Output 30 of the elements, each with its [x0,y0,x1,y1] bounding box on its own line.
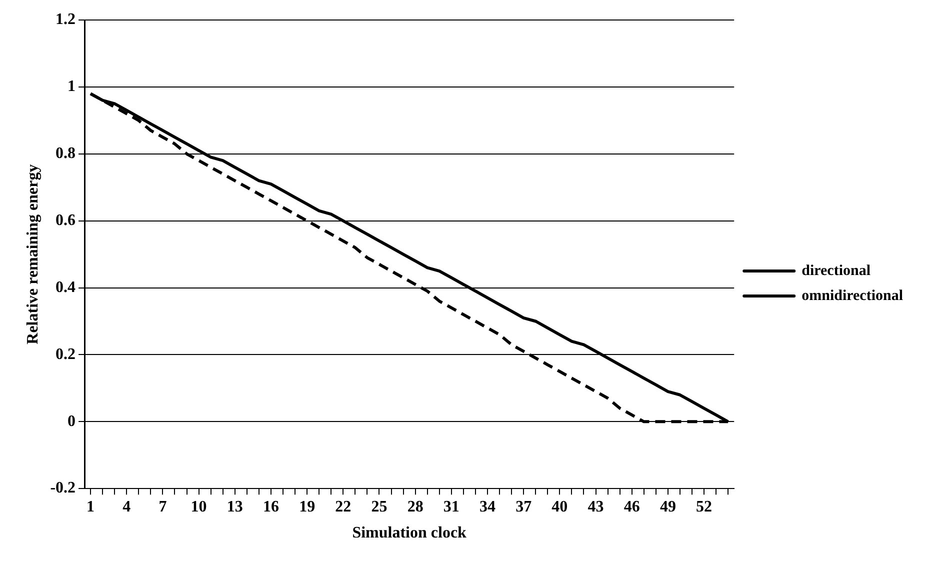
x-tick-label: 25 [371,498,388,516]
x-tick-label: 43 [588,498,604,516]
x-tick-label: 31 [443,498,460,516]
x-tick-label: 13 [226,498,243,516]
x-tick-label: 1 [86,498,95,516]
x-axis-title: Simulation clock [352,524,467,542]
y-tick-label: 0 [68,412,76,430]
legend-label: directional [802,262,870,279]
x-tick-label: 10 [190,498,207,516]
x-tick-label: 7 [158,498,167,516]
x-tick-label: 52 [696,498,712,516]
x-tick-label: 16 [262,498,279,516]
x-tick-label: 49 [660,498,676,516]
x-tick-label: 19 [299,498,316,516]
x-tick-label: 40 [552,498,568,516]
x-tick-label: 34 [480,498,496,516]
y-tick-label: 1 [68,78,76,96]
x-tick-label: 22 [335,498,352,516]
y-axis-title: Relative remaining energy [24,164,42,344]
y-tick-label: 1.2 [56,11,76,28]
y-tick-label: 0.2 [56,346,76,363]
x-tick-label: 37 [516,498,532,516]
x-tick-label: 28 [407,498,424,516]
x-tick-label: 4 [122,498,131,516]
y-tick-label: 0.6 [56,212,76,229]
legend-label: omnidirectional [802,288,903,304]
y-tick-label: 0.4 [56,278,76,296]
x-tick-label: 46 [624,498,640,516]
y-tick-label: -0.2 [50,480,76,497]
y-tick-label: 0.8 [56,145,76,162]
